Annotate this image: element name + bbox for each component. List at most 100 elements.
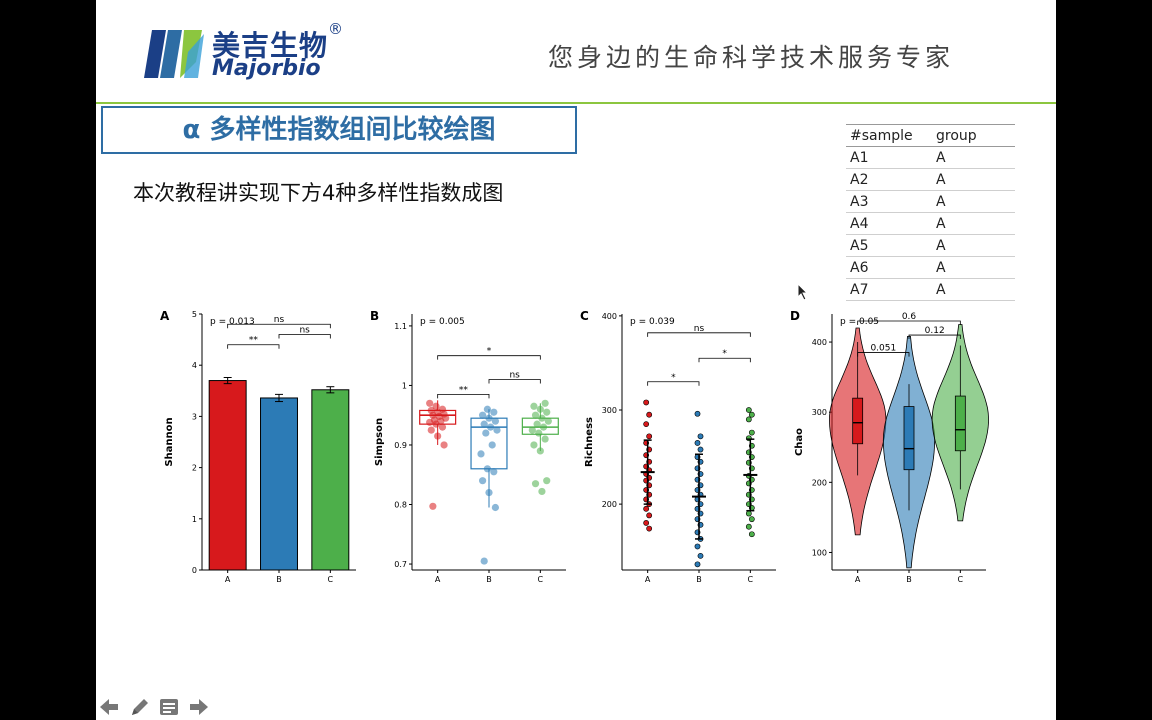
table-row: A5 A bbox=[846, 234, 1015, 257]
table-cell: A5 bbox=[846, 234, 932, 257]
comparison-label: 0.6 bbox=[902, 312, 917, 322]
box bbox=[954, 395, 966, 452]
comparison-bracket bbox=[857, 320, 961, 326]
y-tick-label: 400 bbox=[812, 338, 827, 347]
back-icon[interactable] bbox=[98, 696, 120, 718]
chart-panel-d: D 100 200 300 400 Chao A B Cp = 0.05 0.051 0.12 0.6 bbox=[790, 309, 989, 584]
p-value-label: p = 0.005 bbox=[420, 317, 465, 327]
panel-letter: C bbox=[580, 309, 589, 323]
pen-icon[interactable] bbox=[128, 696, 150, 718]
y-axis-label: Chao bbox=[794, 428, 805, 456]
chart-panel-b: B 0.7 0.8 0.9 1 1.1 Simpson A B Cp = 0.005 ** ns * bbox=[370, 309, 566, 584]
table-row: A3 A bbox=[846, 190, 1015, 213]
data-point bbox=[429, 502, 437, 510]
data-point bbox=[541, 399, 549, 407]
p-value-label: p = 0.05 bbox=[840, 317, 879, 327]
logo-text-en: Majorbio bbox=[212, 56, 321, 81]
data-point bbox=[482, 429, 490, 437]
bar bbox=[260, 397, 298, 571]
data-point bbox=[543, 477, 551, 485]
sample-group-table: #sample group A1 A A2 A A3 A A4 A A5 A A6 A A7… bbox=[846, 124, 1015, 301]
data-point bbox=[491, 417, 499, 425]
data-point bbox=[485, 414, 493, 422]
x-tick-label: A bbox=[435, 575, 441, 584]
comparison-bracket bbox=[857, 352, 910, 357]
data-point bbox=[538, 414, 546, 422]
title-box: α 多样性指数组间比较绘图 bbox=[101, 106, 577, 154]
data-point bbox=[745, 407, 752, 413]
box bbox=[903, 406, 915, 471]
comparison-label: ** bbox=[249, 336, 259, 346]
table-cell: A bbox=[932, 190, 1015, 213]
data-point bbox=[748, 411, 755, 418]
x-tick-label: B bbox=[696, 575, 702, 584]
data-point bbox=[544, 417, 552, 425]
panel-letter: A bbox=[160, 309, 170, 323]
data-point bbox=[536, 447, 544, 455]
y-tick-label: 1 bbox=[402, 381, 407, 390]
table-cell: A3 bbox=[846, 190, 932, 213]
p-value-label: p = 0.039 bbox=[630, 317, 675, 327]
bar bbox=[311, 389, 350, 571]
y-tick-label: 0.8 bbox=[394, 501, 407, 510]
data-point bbox=[528, 426, 536, 434]
x-tick-label: C bbox=[538, 575, 544, 584]
data-point bbox=[748, 429, 755, 436]
registered-mark: ® bbox=[328, 20, 343, 38]
data-point bbox=[694, 440, 701, 446]
bar bbox=[208, 380, 247, 571]
y-tick-label: 0.9 bbox=[394, 441, 407, 450]
comparison-bracket bbox=[437, 355, 541, 360]
data-point bbox=[646, 433, 653, 440]
slide: 美吉生物 Majorbio ® 您身边的生命科学技术服务专家 α 多样性指数组间… bbox=[96, 0, 1056, 720]
slide-nav bbox=[98, 696, 213, 718]
y-tick-label: 300 bbox=[812, 408, 827, 417]
table-row: A2 A bbox=[846, 168, 1015, 191]
y-axis-label: Richness bbox=[584, 417, 595, 467]
slide-title: α 多样性指数组间比较绘图 bbox=[182, 115, 496, 145]
data-point bbox=[530, 441, 538, 449]
mouse-cursor-icon bbox=[797, 283, 809, 301]
data-point bbox=[531, 480, 540, 488]
x-tick-label: A bbox=[225, 575, 231, 584]
data-point bbox=[543, 408, 551, 416]
data-point bbox=[643, 421, 650, 428]
menu-icon[interactable] bbox=[158, 696, 180, 718]
table-header: #sample bbox=[846, 124, 932, 147]
data-point bbox=[535, 429, 543, 437]
comparison-label: * bbox=[722, 349, 727, 359]
y-tick-label: 2 bbox=[192, 464, 197, 473]
comparison-label: 0.12 bbox=[925, 326, 945, 336]
table-cell: A6 bbox=[846, 256, 932, 279]
data-point bbox=[531, 411, 540, 419]
y-tick-label: 200 bbox=[812, 478, 827, 487]
slogan: 您身边的生命科学技术服务专家 bbox=[548, 43, 955, 72]
comparison-bracket bbox=[698, 357, 751, 363]
data-point bbox=[745, 523, 752, 530]
comparison-label: ** bbox=[459, 385, 469, 395]
data-point bbox=[694, 561, 701, 568]
table-row: A1 A bbox=[846, 146, 1015, 169]
y-tick-label: 3 bbox=[192, 412, 197, 421]
data-point bbox=[485, 489, 493, 497]
data-point bbox=[646, 512, 653, 519]
y-tick-label: 1.1 bbox=[394, 322, 407, 331]
comparison-bracket bbox=[908, 334, 961, 340]
forward-icon[interactable] bbox=[188, 696, 210, 718]
table-cell: A bbox=[932, 168, 1015, 191]
comparison-label: ns bbox=[694, 324, 705, 334]
data-point bbox=[440, 441, 448, 449]
data-point bbox=[426, 418, 434, 426]
table-row: A4 A bbox=[846, 212, 1015, 235]
majorbio-logo bbox=[144, 30, 204, 78]
data-point bbox=[491, 503, 499, 512]
x-tick-label: C bbox=[328, 575, 334, 584]
data-point bbox=[643, 520, 650, 526]
table-row: A6 A bbox=[846, 256, 1015, 279]
data-point bbox=[748, 531, 755, 538]
table-cell: A bbox=[932, 278, 1015, 301]
data-point bbox=[490, 468, 498, 476]
box bbox=[852, 397, 864, 445]
table-cell: A bbox=[932, 234, 1015, 257]
data-point bbox=[487, 423, 495, 431]
